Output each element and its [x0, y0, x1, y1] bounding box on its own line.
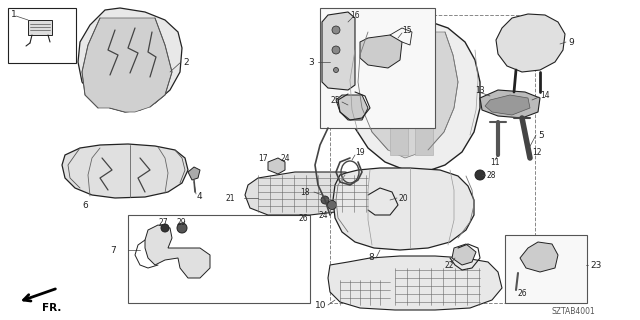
Text: 6: 6	[82, 201, 88, 210]
Text: FR.: FR.	[42, 303, 61, 313]
Text: 18: 18	[300, 188, 310, 196]
Polygon shape	[336, 95, 368, 120]
Ellipse shape	[333, 68, 339, 73]
Text: SZTAB4001: SZTAB4001	[551, 308, 595, 316]
Ellipse shape	[328, 201, 337, 210]
Polygon shape	[415, 40, 433, 155]
Polygon shape	[346, 18, 480, 172]
Polygon shape	[78, 8, 182, 112]
Ellipse shape	[475, 170, 485, 180]
Text: 15: 15	[402, 26, 412, 35]
Ellipse shape	[321, 196, 329, 204]
Polygon shape	[62, 144, 188, 198]
Polygon shape	[360, 35, 402, 68]
Text: 21: 21	[225, 194, 234, 203]
Text: 13: 13	[475, 85, 484, 94]
Text: 16: 16	[350, 11, 360, 20]
Ellipse shape	[177, 223, 187, 233]
Bar	[505, 235, 587, 303]
Polygon shape	[358, 32, 458, 158]
Text: 2: 2	[183, 58, 189, 67]
Polygon shape	[268, 158, 285, 174]
Text: 24: 24	[318, 211, 328, 220]
Bar	[128, 215, 310, 303]
Text: 28: 28	[486, 171, 495, 180]
Polygon shape	[485, 95, 530, 115]
Text: 24: 24	[280, 154, 290, 163]
Polygon shape	[480, 90, 540, 118]
Bar	[320, 8, 435, 128]
Text: 27: 27	[158, 218, 168, 227]
Text: 29: 29	[176, 218, 186, 227]
Ellipse shape	[161, 224, 169, 232]
Text: 19: 19	[355, 148, 365, 156]
Polygon shape	[333, 168, 474, 250]
Polygon shape	[390, 40, 408, 155]
Text: 11: 11	[490, 157, 499, 166]
Ellipse shape	[332, 26, 340, 34]
Polygon shape	[245, 172, 372, 215]
Text: 4: 4	[197, 191, 203, 201]
Text: 14: 14	[540, 91, 550, 100]
Polygon shape	[188, 167, 200, 180]
Bar	[330, 15, 535, 303]
Polygon shape	[82, 18, 172, 112]
Polygon shape	[452, 244, 476, 265]
Polygon shape	[520, 242, 558, 272]
Text: 23: 23	[590, 260, 602, 269]
Ellipse shape	[332, 46, 340, 54]
Text: 25: 25	[330, 95, 340, 105]
Text: 5: 5	[538, 131, 544, 140]
Polygon shape	[328, 256, 502, 310]
Polygon shape	[496, 14, 565, 72]
Polygon shape	[28, 20, 52, 35]
Text: 26: 26	[298, 213, 308, 222]
Text: 26: 26	[518, 290, 527, 299]
Text: 10: 10	[315, 300, 326, 309]
Text: 7: 7	[110, 245, 116, 254]
Text: 22: 22	[444, 260, 454, 269]
Text: 8: 8	[368, 253, 374, 262]
Text: 17: 17	[258, 154, 268, 163]
Polygon shape	[322, 12, 355, 90]
Text: 3: 3	[308, 58, 314, 67]
Bar	[8, 8, 76, 63]
Text: 1: 1	[11, 10, 17, 19]
Text: 20: 20	[398, 194, 408, 203]
Polygon shape	[145, 225, 210, 278]
Polygon shape	[372, 188, 394, 215]
Text: 9: 9	[568, 37, 573, 46]
Text: 12: 12	[532, 148, 541, 156]
